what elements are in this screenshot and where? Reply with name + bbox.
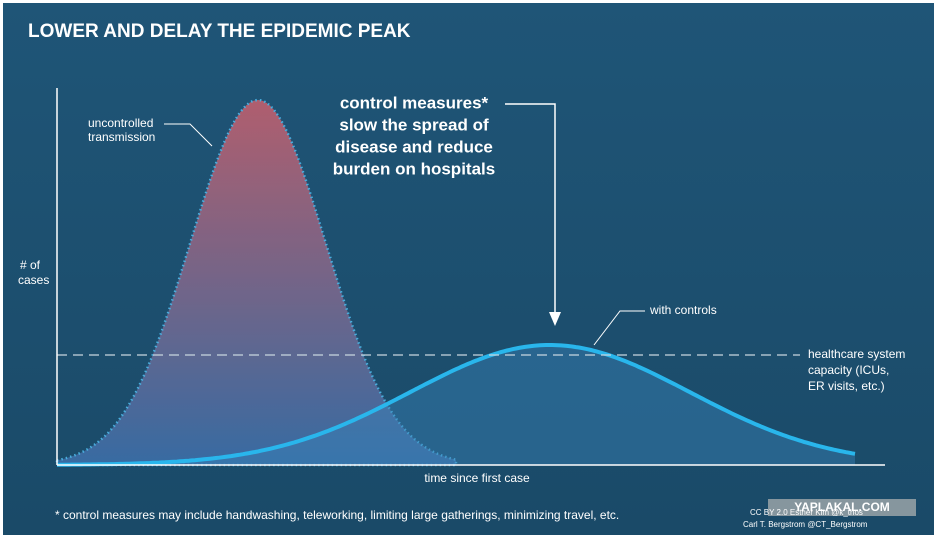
uncontrolled-curve	[55, 98, 458, 467]
arrow-head	[549, 312, 561, 326]
watermark-box	[768, 499, 916, 516]
leader-line	[164, 123, 213, 147]
watermark: YAPLAKAL.COM	[794, 500, 890, 514]
leader-line	[593, 310, 645, 346]
annotation: disease and reduce	[335, 137, 493, 156]
y-axis-label: # of	[20, 258, 41, 272]
controlled-curve	[56, 343, 856, 467]
annotation: transmission	[88, 130, 155, 144]
annotation: healthcare system	[808, 347, 905, 361]
annotation: slow the spread of	[339, 115, 489, 134]
title: LOWER AND DELAY THE EPIDEMIC PEAK	[28, 21, 411, 42]
annotation: control measures*	[340, 93, 489, 112]
credit: CC BY 2.0 Esther Kim @k_thos	[750, 508, 863, 517]
arrow	[505, 103, 556, 318]
annotation: with controls	[649, 303, 717, 317]
annotation: uncontrolled	[88, 116, 153, 130]
annotation: ER visits, etc.)	[808, 379, 885, 393]
x-axis-label: time since first case	[424, 471, 530, 485]
credit: Carl T. Bergstrom @CT_Bergstrom	[743, 520, 868, 529]
annotation: capacity (ICUs,	[808, 363, 889, 377]
annotation: burden on hospitals	[333, 159, 495, 178]
y-axis-label: cases	[18, 273, 49, 287]
footnote: * control measures may include handwashi…	[55, 508, 619, 522]
